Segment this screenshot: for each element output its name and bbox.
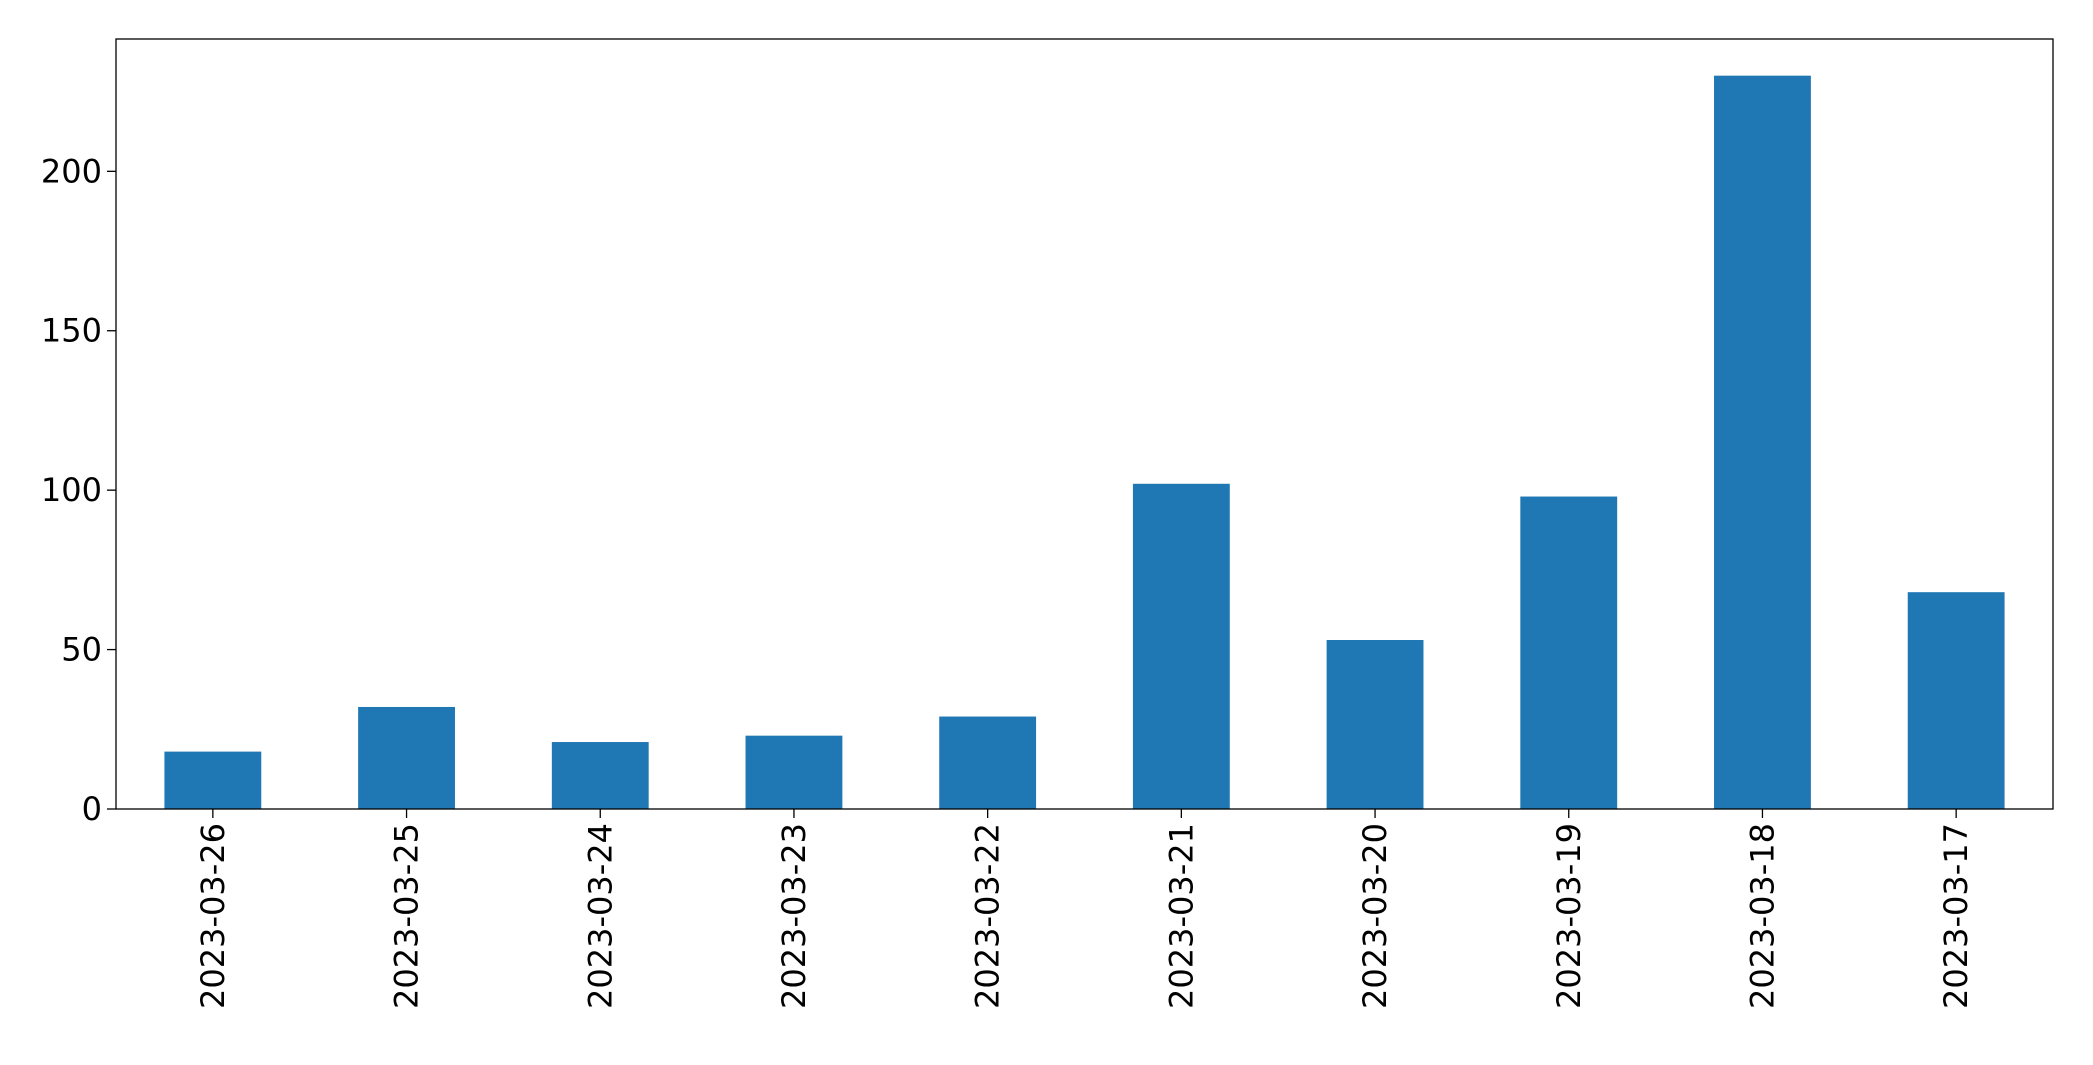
x-tick-label: 2023-03-18 [1743, 823, 1781, 1009]
x-tick-label: 2023-03-25 [388, 823, 426, 1009]
y-tick-label: 100 [41, 471, 102, 509]
bar [1907, 592, 2005, 809]
y-tick-label: 50 [61, 631, 102, 669]
x-tick-label: 2023-03-26 [194, 823, 232, 1009]
x-tick-label: 2023-03-17 [1937, 823, 1975, 1009]
bar [164, 751, 262, 809]
bar [358, 706, 455, 809]
y-tick-label: 150 [41, 312, 102, 350]
x-tick-label: 2023-03-21 [1162, 823, 1200, 1009]
axes-frame [115, 38, 2054, 810]
x-tick-label: 2023-03-22 [969, 823, 1007, 1009]
x-tick-label: 2023-03-19 [1550, 823, 1588, 1009]
y-tick-label: 200 [41, 152, 102, 190]
bar [551, 742, 649, 809]
plot-area: 0 50 100 150 200 2023-03-26 2023-03-25 2023-03-… [41, 75, 2005, 1009]
bar [1714, 75, 1811, 809]
bar [1520, 496, 1618, 809]
bar [745, 735, 843, 809]
x-tick-label: 2023-03-23 [775, 823, 813, 1009]
bar [939, 716, 1037, 809]
x-tick-label: 2023-03-24 [581, 823, 619, 1009]
y-tick-label: 0 [82, 790, 102, 828]
x-tick-label: 2023-03-20 [1356, 823, 1394, 1009]
bar [1326, 640, 1424, 809]
bar [1132, 483, 1230, 809]
